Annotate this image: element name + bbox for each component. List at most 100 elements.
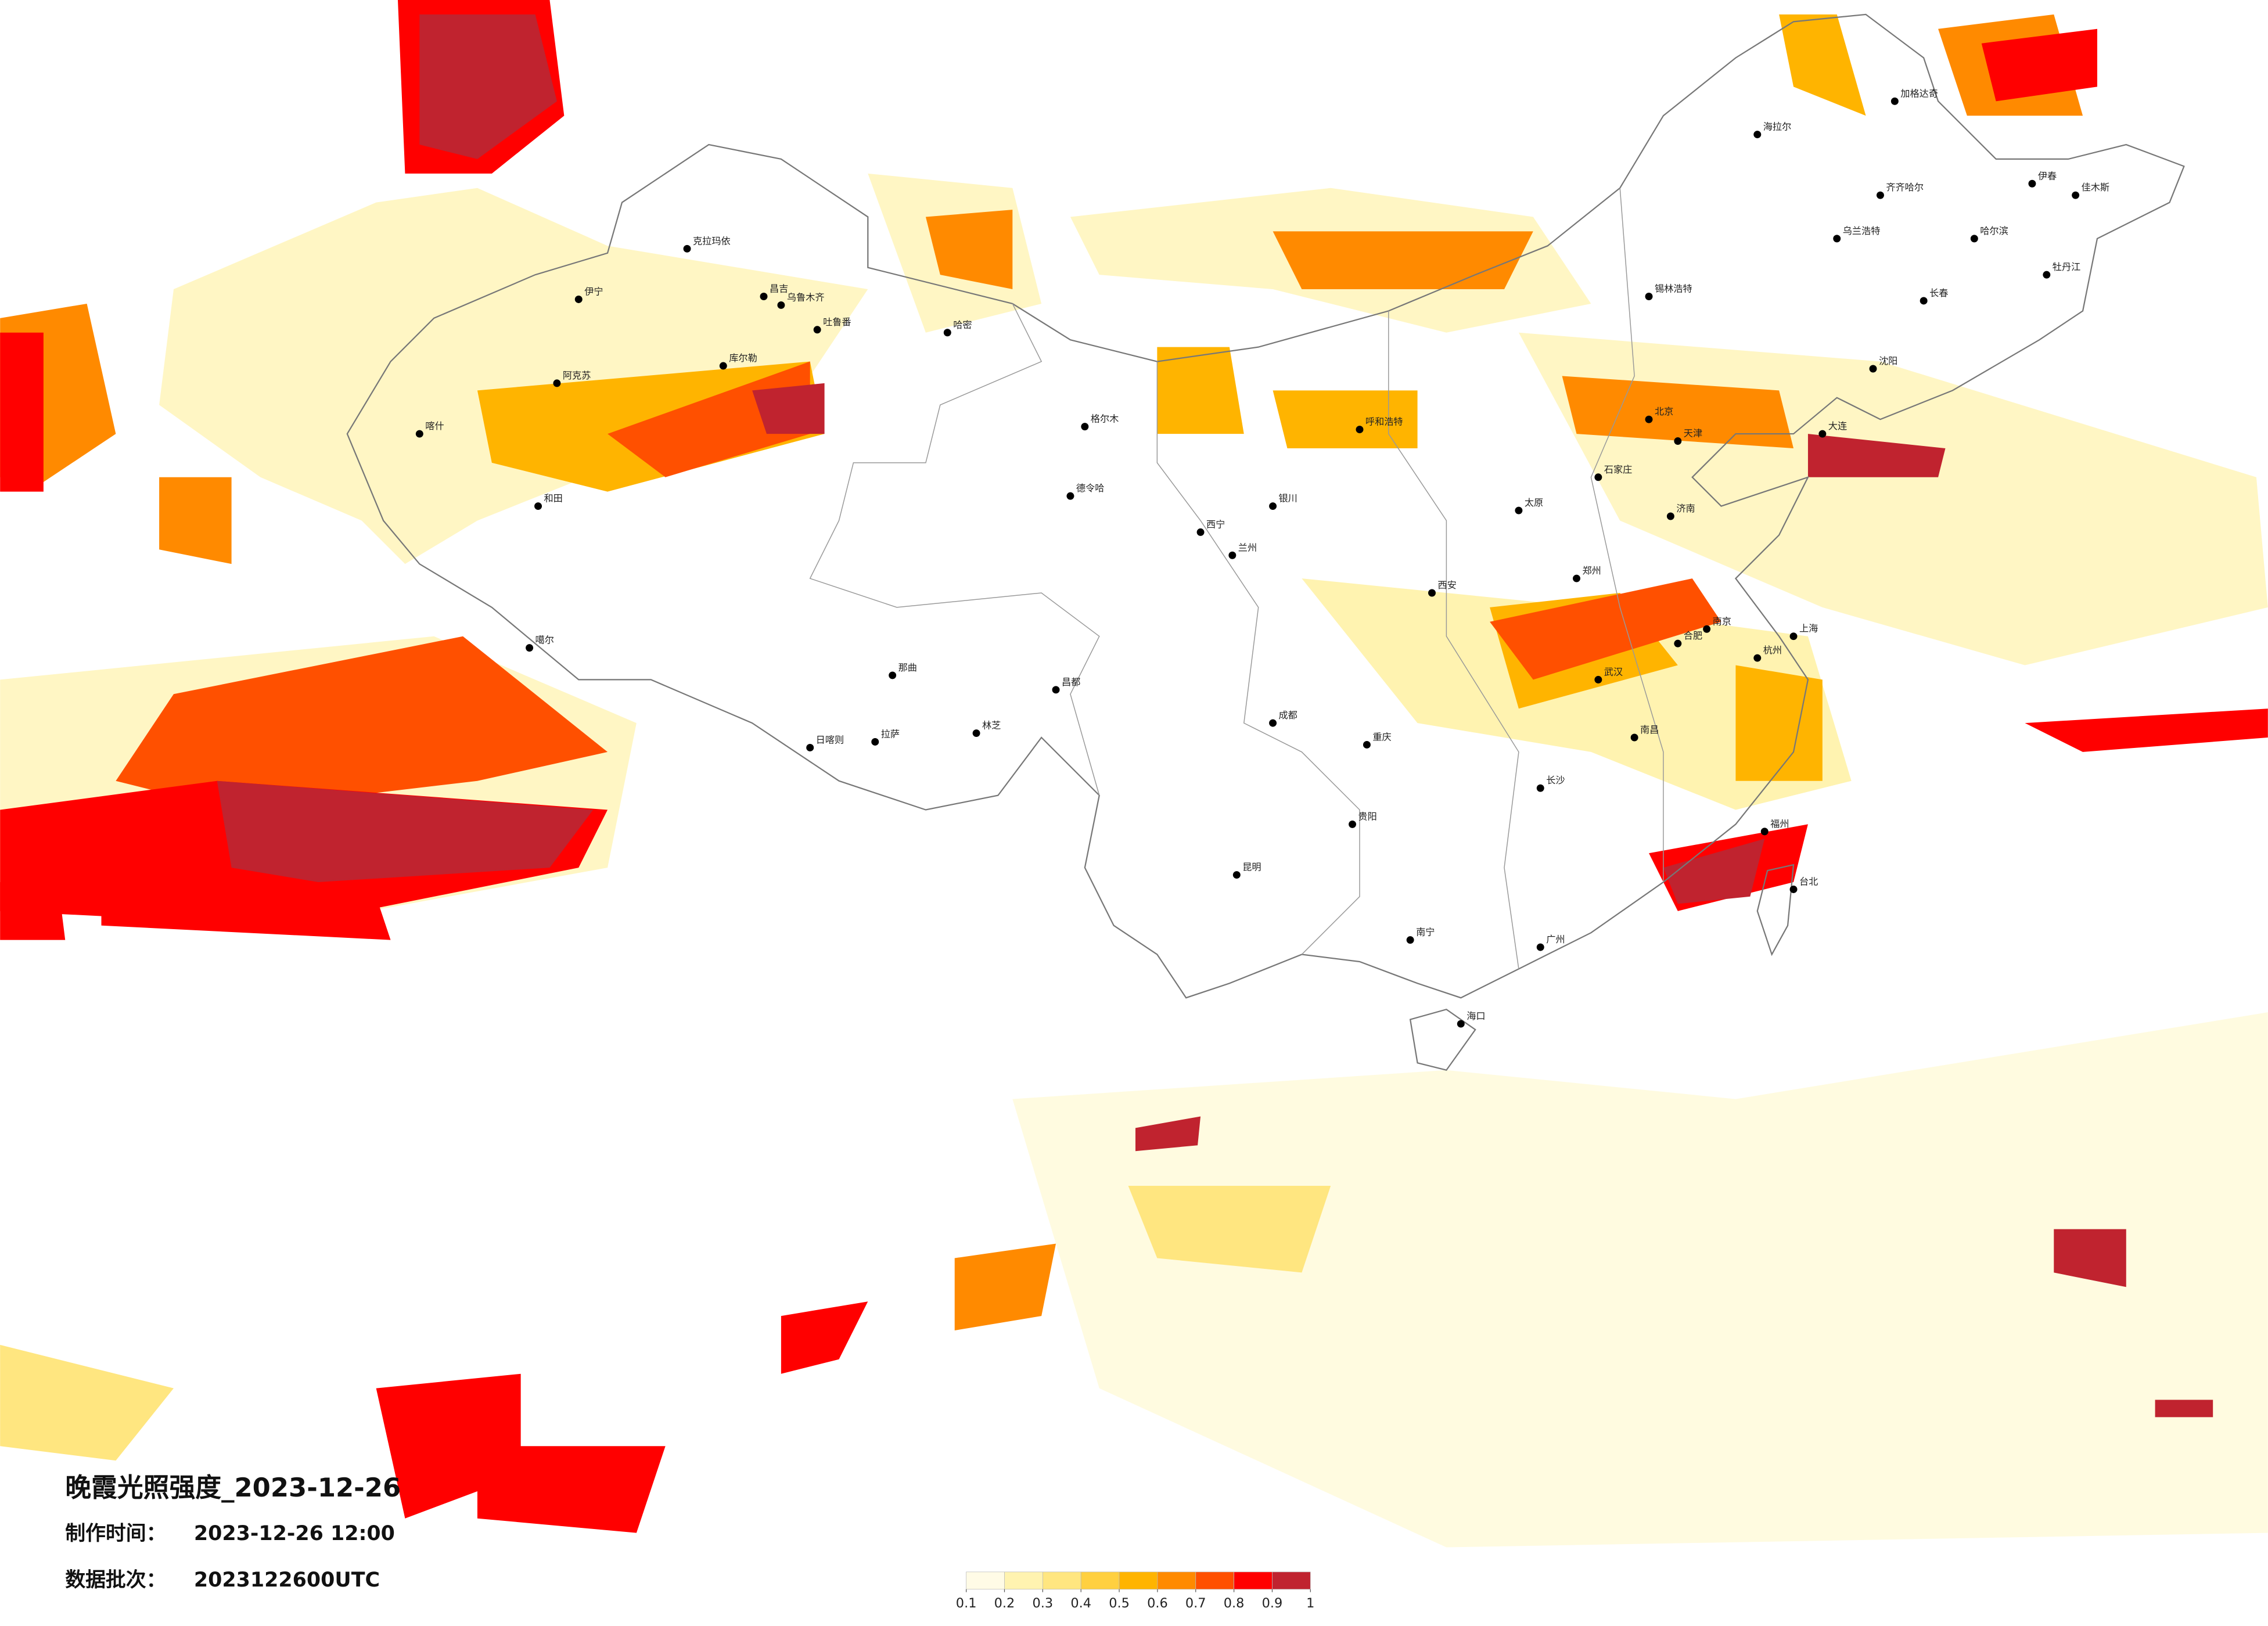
city-label: 喀什: [425, 420, 444, 431]
city-label: 西安: [1437, 580, 1456, 591]
city-label: 呼和浩特: [1365, 416, 1403, 427]
city-label: 噶尔: [535, 635, 554, 646]
city-dot: [1536, 943, 1544, 951]
batch-label: 数据批次：: [65, 1569, 166, 1592]
city-dot: [1356, 426, 1364, 434]
city-dot: [2043, 271, 2051, 279]
legend-tick-label: 0.1: [956, 1596, 977, 1611]
city-label: 牡丹江: [2053, 261, 2081, 272]
city-dot: [2028, 179, 2036, 188]
legend-swatch: [1004, 1571, 1043, 1590]
city-label: 吐鲁番: [823, 316, 851, 328]
city-label: 南京: [1713, 616, 1731, 627]
legend-swatch: [1195, 1571, 1234, 1590]
city-label: 成都: [1279, 710, 1297, 721]
city-label: 格尔木: [1091, 413, 1119, 425]
legend-tick-label: 0.6: [1147, 1596, 1168, 1611]
city-dot: [1515, 506, 1523, 515]
city-dot: [813, 326, 821, 334]
city-label: 兰州: [1238, 542, 1257, 553]
city-dot: [871, 738, 879, 746]
city-label: 昌吉: [770, 283, 788, 294]
city-dot: [806, 743, 814, 751]
city-label: 伊宁: [584, 286, 603, 297]
city-dot: [1406, 936, 1414, 944]
city-dot: [1645, 293, 1653, 300]
city-label: 天津: [1684, 428, 1702, 439]
city-dot: [1066, 492, 1074, 500]
city-dot: [1674, 639, 1682, 647]
city-label: 长沙: [1546, 775, 1565, 786]
heat-field: [0, 0, 2268, 1548]
city-dot: [1833, 235, 1841, 243]
legend-tick-label: 0.5: [1109, 1596, 1130, 1611]
city-dot: [1594, 675, 1602, 684]
city-dot: [1630, 733, 1638, 742]
city-label: 合肥: [1684, 630, 1702, 641]
city-dot: [719, 362, 727, 370]
city-label: 阿克苏: [563, 370, 591, 381]
legend-swatch: [1042, 1571, 1081, 1590]
city-label: 昌都: [1062, 677, 1080, 688]
city-dot: [1196, 528, 1205, 536]
city-dot: [1869, 365, 1877, 373]
title: 晚霞光照强度_2023-12-26: [65, 1472, 401, 1503]
city-dot: [1645, 415, 1653, 423]
city-label: 日喀则: [816, 734, 844, 745]
city-label: 哈尔滨: [1980, 225, 2008, 236]
city-label: 哈密: [953, 319, 972, 330]
city-label: 乌兰浩特: [1843, 225, 1881, 236]
legend-tick-label: 0.2: [994, 1596, 1015, 1611]
city-dot: [1703, 625, 1711, 633]
city-label: 贵阳: [1358, 811, 1376, 822]
city-dot: [1228, 551, 1237, 559]
city-dot: [943, 329, 951, 337]
city-label: 南宁: [1416, 927, 1435, 938]
city-dot: [534, 502, 542, 510]
city-dot: [2072, 191, 2080, 199]
legend-tick-label: 0.9: [1262, 1596, 1283, 1611]
city-dot: [1753, 654, 1762, 662]
legend-tick-label: 0.7: [1185, 1596, 1206, 1611]
city-dot: [1457, 1020, 1465, 1028]
city-dot: [1818, 430, 1827, 438]
city-label: 和田: [544, 493, 562, 504]
city-dot: [526, 644, 534, 652]
city-label: 加格达奇: [1900, 88, 1938, 99]
city-dot: [553, 379, 561, 387]
city-dot: [574, 296, 583, 303]
city-dot: [1789, 886, 1798, 893]
legend-swatch: [1234, 1571, 1273, 1590]
city-label: 林芝: [982, 720, 1001, 731]
city-label: 大连: [1828, 420, 1847, 431]
legend-swatch: [1272, 1571, 1311, 1590]
city-dot: [1232, 871, 1241, 879]
city-label: 北京: [1655, 406, 1673, 417]
city-dot: [1269, 719, 1277, 727]
city-dot: [1666, 512, 1674, 520]
city-dot: [1594, 473, 1602, 481]
city-label: 海拉尔: [1763, 121, 1792, 132]
city-label: 重庆: [1372, 732, 1391, 743]
city-dot: [415, 430, 423, 438]
city-label: 西宁: [1206, 519, 1225, 530]
city-dot: [1674, 437, 1682, 445]
city-label: 海口: [1467, 1010, 1485, 1021]
made-label: 制作时间：: [65, 1522, 166, 1545]
city-dot: [683, 244, 691, 253]
city-label: 银川: [1279, 493, 1297, 504]
city-label: 乌鲁木齐: [787, 292, 825, 303]
city-dot: [1753, 131, 1762, 139]
city-label: 上海: [1799, 623, 1818, 634]
city-label: 齐齐哈尔: [1886, 182, 1924, 193]
city-label: 杭州: [1763, 645, 1782, 656]
city-dot: [1536, 784, 1544, 792]
legend: 0.1 0.2 0.3 0.4 0.5 0.6 0.7 0.8 0.9 1: [956, 1571, 1314, 1611]
city-label: 昆明: [1242, 862, 1261, 873]
boundary: [346, 13, 2185, 1071]
city-label: 广州: [1546, 934, 1565, 945]
city-label: 武汉: [1604, 666, 1623, 677]
city-dot: [1789, 632, 1798, 641]
